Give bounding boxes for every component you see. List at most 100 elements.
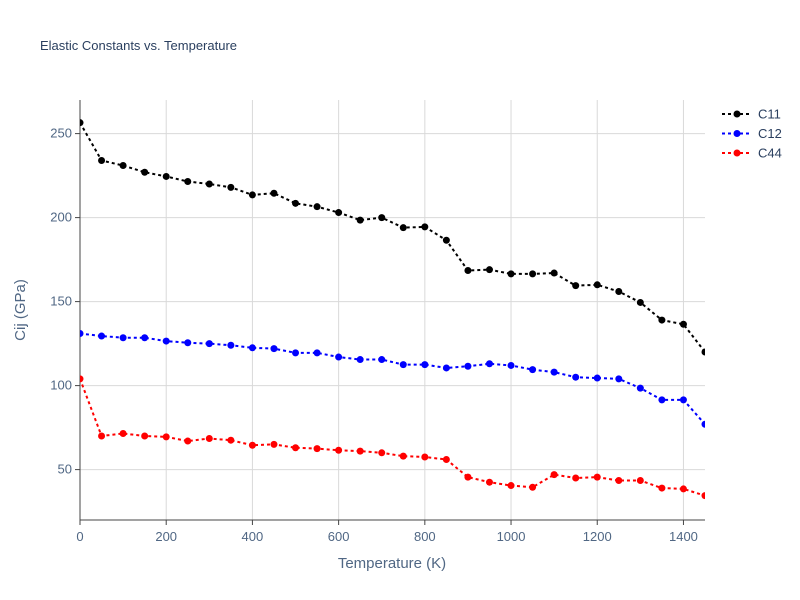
- data-point-c12[interactable]: [378, 356, 386, 364]
- data-point-c11[interactable]: [162, 172, 170, 180]
- data-point-c44[interactable]: [701, 492, 709, 500]
- data-point-c44[interactable]: [270, 440, 278, 448]
- data-point-c11[interactable]: [421, 223, 429, 231]
- data-point-c11[interactable]: [701, 348, 709, 356]
- data-point-c11[interactable]: [636, 298, 644, 306]
- data-point-c12[interactable]: [335, 353, 343, 361]
- data-point-c44[interactable]: [442, 456, 450, 464]
- data-point-c12[interactable]: [529, 366, 537, 374]
- data-point-c12[interactable]: [485, 360, 493, 368]
- data-point-c12[interactable]: [227, 341, 235, 349]
- data-point-c12[interactable]: [507, 361, 515, 369]
- data-point-c11[interactable]: [658, 316, 666, 324]
- data-point-c12[interactable]: [593, 374, 601, 382]
- data-point-c44[interactable]: [335, 446, 343, 454]
- data-point-c44[interactable]: [464, 473, 472, 481]
- data-point-c44[interactable]: [313, 445, 321, 453]
- data-point-c44[interactable]: [507, 482, 515, 490]
- data-point-c12[interactable]: [205, 340, 213, 348]
- data-point-c11[interactable]: [529, 270, 537, 278]
- data-point-c12[interactable]: [679, 396, 687, 404]
- data-point-c11[interactable]: [313, 203, 321, 211]
- data-point-c44[interactable]: [292, 444, 300, 452]
- data-point-c11[interactable]: [292, 199, 300, 207]
- data-point-c12[interactable]: [119, 334, 127, 342]
- data-point-c12[interactable]: [421, 361, 429, 369]
- data-point-c44[interactable]: [550, 471, 558, 479]
- data-point-c44[interactable]: [356, 447, 364, 455]
- data-point-c12[interactable]: [658, 396, 666, 404]
- data-point-c44[interactable]: [77, 375, 84, 383]
- data-point-c44[interactable]: [98, 432, 106, 440]
- data-point-c44[interactable]: [378, 449, 386, 457]
- data-point-c44[interactable]: [572, 474, 580, 482]
- series-layer: [77, 119, 709, 500]
- data-point-c11[interactable]: [98, 156, 106, 164]
- data-point-c12[interactable]: [77, 330, 84, 338]
- data-point-c44[interactable]: [636, 477, 644, 485]
- data-point-c12[interactable]: [270, 345, 278, 353]
- data-point-c11[interactable]: [593, 281, 601, 289]
- data-point-c44[interactable]: [658, 484, 666, 492]
- data-point-c44[interactable]: [227, 436, 235, 444]
- data-point-c11[interactable]: [335, 209, 343, 217]
- data-point-c12[interactable]: [356, 356, 364, 364]
- legend-item-c12[interactable]: C12: [722, 126, 782, 141]
- data-point-c44[interactable]: [399, 452, 407, 460]
- data-point-c12[interactable]: [464, 362, 472, 370]
- data-point-c11[interactable]: [270, 189, 278, 197]
- data-point-c11[interactable]: [227, 183, 235, 191]
- data-point-c11[interactable]: [550, 269, 558, 277]
- data-point-c44[interactable]: [119, 429, 127, 437]
- data-point-c11[interactable]: [464, 267, 472, 275]
- data-point-c44[interactable]: [205, 435, 213, 443]
- legend[interactable]: C11 C12 C44: [722, 107, 782, 161]
- data-point-c12[interactable]: [701, 420, 709, 428]
- x-tick-label: 800: [414, 529, 436, 544]
- data-point-c11[interactable]: [615, 288, 623, 296]
- data-point-c12[interactable]: [248, 344, 256, 352]
- data-point-c11[interactable]: [485, 266, 493, 274]
- data-point-c11[interactable]: [77, 119, 84, 127]
- data-point-c11[interactable]: [378, 214, 386, 222]
- data-point-c11[interactable]: [572, 282, 580, 290]
- data-point-c12[interactable]: [162, 337, 170, 345]
- data-point-c12[interactable]: [141, 334, 149, 342]
- data-point-c12[interactable]: [313, 349, 321, 357]
- legend-item-c11[interactable]: C11: [722, 107, 781, 122]
- series-line-c44: [80, 378, 705, 497]
- data-point-c11[interactable]: [507, 270, 515, 278]
- data-point-c44[interactable]: [162, 433, 170, 441]
- data-point-c44[interactable]: [529, 483, 537, 491]
- data-point-c12[interactable]: [442, 364, 450, 372]
- data-point-c12[interactable]: [550, 368, 558, 376]
- data-point-c12[interactable]: [98, 332, 106, 340]
- data-point-c44[interactable]: [679, 485, 687, 493]
- data-point-c11[interactable]: [399, 224, 407, 232]
- data-point-c44[interactable]: [421, 453, 429, 461]
- data-point-c44[interactable]: [593, 473, 601, 481]
- data-point-c12[interactable]: [572, 373, 580, 381]
- data-point-c12[interactable]: [292, 349, 300, 357]
- data-point-c11[interactable]: [248, 191, 256, 199]
- legend-item-c44[interactable]: C44: [722, 146, 782, 161]
- data-point-c11[interactable]: [442, 236, 450, 244]
- data-point-c11[interactable]: [679, 320, 687, 328]
- data-point-c12[interactable]: [184, 339, 192, 347]
- data-point-c11[interactable]: [141, 168, 149, 176]
- data-point-c11[interactable]: [205, 180, 213, 188]
- data-point-c12[interactable]: [636, 384, 644, 392]
- data-point-c44[interactable]: [615, 477, 623, 485]
- y-tick-label: 150: [50, 294, 72, 309]
- data-point-c44[interactable]: [141, 432, 149, 440]
- data-point-c11[interactable]: [184, 177, 192, 185]
- data-point-c11[interactable]: [356, 216, 364, 224]
- data-point-c12[interactable]: [615, 375, 623, 383]
- data-point-c44[interactable]: [184, 437, 192, 445]
- data-point-c12[interactable]: [399, 361, 407, 369]
- data-point-c44[interactable]: [485, 478, 493, 486]
- data-point-c11[interactable]: [119, 162, 127, 170]
- series-c11: [77, 119, 709, 356]
- data-point-c44[interactable]: [248, 441, 256, 449]
